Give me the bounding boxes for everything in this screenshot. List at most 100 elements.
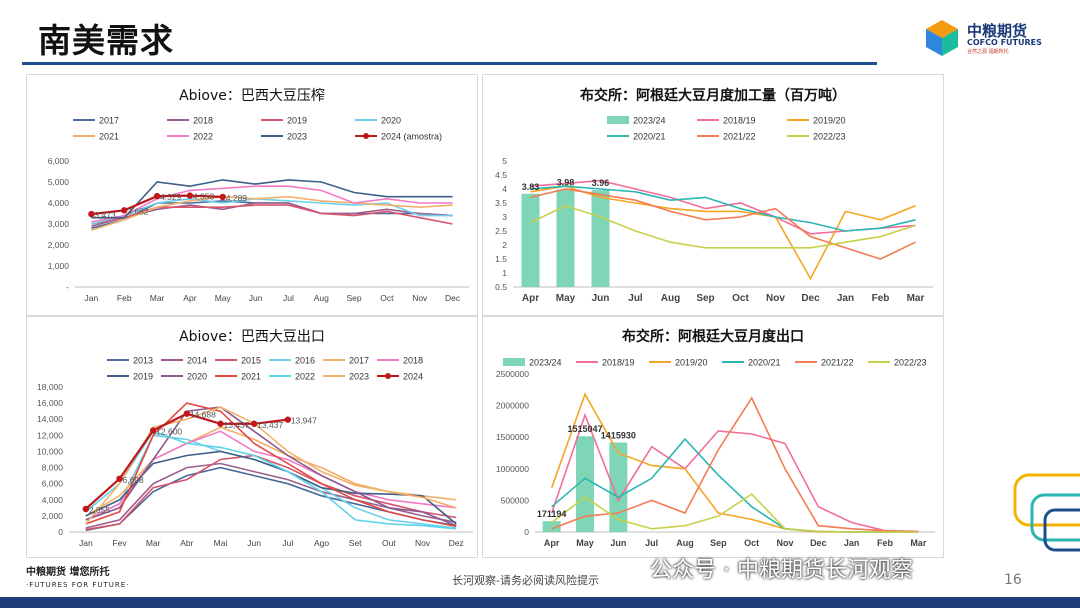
cofco-logo: 中粮期货 COFCO FUTURES 合然之源 福期所托 (922, 18, 1057, 58)
wechat-watermark: 公众号 · 中粮期货长河观察 (650, 558, 913, 583)
y-tick-label: 6,000 (42, 479, 64, 489)
legend-label: 2019/20 (675, 358, 708, 368)
legend-label: 2023/24 (529, 358, 562, 368)
x-tick-label: Sep (347, 293, 362, 303)
x-tick-label: Jun (592, 293, 610, 304)
series-point (217, 420, 224, 427)
series-line (530, 188, 916, 260)
logo-cn-text: 中粮期货 (967, 22, 1028, 40)
y-tick-label: 18,000 (37, 382, 63, 392)
y-tick-label: 2,000 (48, 240, 70, 250)
x-tick-label: Mai (214, 538, 228, 548)
series-line (530, 204, 916, 249)
x-tick-label: Out (382, 538, 396, 548)
x-tick-label: Jul (628, 293, 643, 304)
x-tick-label: Mar (150, 293, 165, 303)
y-tick-label: 1500000 (496, 432, 529, 442)
logo-slogan-text: 合然之源 福期所托 (967, 49, 1009, 55)
bar-data-label: 1515047 (567, 424, 602, 434)
point-data-label: 3,473 (94, 210, 116, 220)
x-tick-label: Ago (314, 538, 329, 548)
legend-marker (363, 133, 369, 139)
x-tick-label: Mar (907, 293, 925, 304)
chart-panel-argentina-crush: 布交所：阿根廷大豆月度加工量（百万吨） 2023/24 2018/19 2019/2… (482, 74, 944, 316)
y-tick-label: 2.5 (495, 226, 507, 236)
y-tick-label: 4,000 (42, 495, 64, 505)
x-tick-label: Nov (766, 293, 785, 304)
legend-label: 2018/19 (602, 358, 635, 368)
argentina-export-chart: 2023/24 2018/19 2019/20 2020/21 2021/22 2022/… (496, 358, 935, 548)
y-tick-label: 0 (58, 527, 63, 537)
y-tick-label: 2,000 (42, 511, 64, 521)
series-point (82, 505, 90, 513)
legend-label: 2018 (193, 116, 213, 126)
x-tick-label: Jul (282, 538, 293, 548)
bar-data-label: 3.96 (592, 178, 610, 188)
point-data-label: 13,437 (224, 420, 250, 430)
legend-label: 2022/23 (813, 132, 846, 142)
legend-label: 2023 (349, 372, 369, 382)
y-tick-label: 1.5 (495, 254, 507, 264)
legend-label: 2022 (193, 132, 213, 142)
series-point (219, 193, 226, 201)
x-tick-label: Set (349, 538, 362, 548)
x-tick-label: Jul (645, 538, 658, 548)
x-tick-label: Oct (380, 293, 394, 303)
bar (556, 189, 575, 287)
brazil-crush-chart: 2017 2018 2019 2020 2021 2022 2023 2024 (amostr… (48, 116, 469, 303)
point-data-label: 12,600 (156, 427, 182, 437)
argentina-crush-chart: 2023/24 2018/19 2019/20 2020/21 2021/22 2022/… (495, 116, 933, 304)
y-tick-label: 14,000 (37, 414, 63, 424)
point-data-label: 13,437 (257, 420, 283, 430)
legend-label: 2021 (99, 132, 119, 142)
y-tick-label: 4.5 (495, 170, 507, 180)
cube-logo-icon (926, 20, 958, 56)
y-tick-label: 500000 (501, 495, 530, 505)
series-line (85, 406, 457, 527)
x-tick-label: Jan (79, 538, 93, 548)
series-line (551, 493, 919, 533)
title-underline (22, 62, 877, 65)
legend-label: 2020/21 (748, 358, 781, 368)
series-line (551, 396, 919, 533)
chart-title: 布交所：阿根廷大豆月度加工量（百万吨） (580, 88, 846, 104)
legend-label: 2019/20 (813, 116, 846, 126)
x-tick-label: May (215, 293, 232, 303)
series-point (250, 420, 258, 427)
legend-label: 2017 (349, 356, 369, 366)
legend-label: 2023 (287, 132, 307, 142)
y-tick-label: 3 (502, 212, 507, 222)
point-data-label: 2,855 (89, 505, 111, 515)
series-point (121, 207, 128, 214)
x-tick-label: Abr (180, 538, 193, 548)
x-tick-label: Aug (314, 293, 329, 303)
legend-swatch (503, 358, 525, 366)
y-tick-label: 8,000 (42, 463, 64, 473)
x-tick-label: Oct (744, 538, 759, 548)
bar (609, 442, 628, 532)
y-tick-label: 3.5 (495, 198, 507, 208)
x-tick-label: Aug (676, 538, 694, 548)
y-tick-label: 10,000 (37, 446, 63, 456)
chart-panel-brazil-export: Abiove：巴西大豆出口 2013 2014 2015 2016 2017 2018 20… (26, 316, 478, 558)
y-tick-label: 4 (502, 184, 507, 194)
footer-disclaimer: 长河观察-请务必阅读风险提示 (452, 574, 599, 587)
point-data-label: 4,329 (160, 192, 182, 202)
x-tick-label: Jan (85, 293, 99, 303)
series-line (530, 185, 916, 281)
y-tick-label: 2 (502, 240, 507, 250)
x-tick-label: Mar (910, 538, 927, 548)
y-tick-label: 1000000 (496, 464, 529, 474)
legend-swatch (607, 116, 629, 124)
bar-data-label: 1415930 (601, 431, 636, 441)
y-tick-label: - (66, 282, 69, 292)
chart-title: 布交所：阿根廷大豆月度出口 (622, 329, 804, 345)
x-tick-label: May (576, 538, 594, 548)
x-tick-label: Nov (415, 538, 431, 548)
series-line (85, 454, 457, 531)
y-tick-label: 12,000 (37, 430, 63, 440)
legend-label: 2018/19 (723, 116, 756, 126)
footer-brand-cn: 中粮期货 增您所托 (26, 567, 110, 578)
x-tick-label: Feb (877, 538, 894, 548)
series-line (530, 185, 916, 232)
